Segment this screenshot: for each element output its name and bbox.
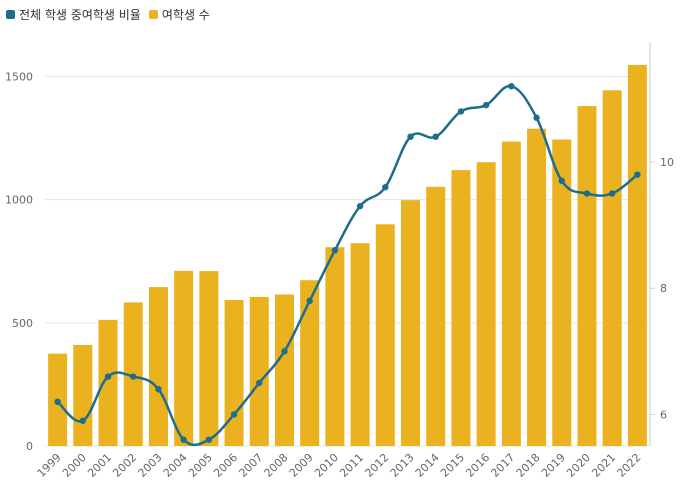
line-point	[508, 82, 515, 90]
bar	[98, 319, 118, 446]
line-point	[205, 436, 213, 443]
x-tick-label: 2020	[564, 451, 593, 480]
series-line	[56, 84, 639, 447]
bar	[375, 224, 395, 446]
x-tick-label: 2009	[287, 451, 316, 480]
bar	[426, 186, 446, 446]
x-tick-label: 2018	[514, 451, 543, 480]
y-right-tick-label: 8	[660, 282, 667, 295]
legend: 전체 학생 중여학생 비율 여학생 수	[6, 6, 218, 23]
bar	[451, 170, 471, 446]
line-point	[457, 108, 465, 115]
x-tick-label: 2006	[211, 451, 240, 480]
bar	[148, 287, 168, 446]
line-point	[608, 190, 616, 197]
legend-item-count[interactable]: 여학생 수	[148, 6, 210, 23]
x-tick-label: 1999	[35, 451, 64, 480]
legend-label-ratio: 전체 학생 중여학생 비율	[19, 8, 141, 22]
y-left-tick-label: 1000	[5, 194, 33, 207]
y-right-tick-label: 6	[660, 408, 667, 421]
line-point	[407, 133, 414, 140]
bar	[577, 106, 597, 447]
y-left-tick-label: 0	[26, 440, 33, 453]
x-tick-label: 2008	[262, 451, 291, 480]
line-point	[382, 183, 389, 191]
bar	[527, 128, 547, 446]
legend-label-count: 여학생 수	[161, 8, 210, 22]
x-tick-label: 2017	[488, 451, 517, 480]
x-tick-label: 2015	[438, 451, 467, 480]
legend-swatch-bar	[148, 10, 158, 19]
bar	[174, 270, 194, 446]
bar	[274, 294, 294, 446]
y-left-tick-label: 1500	[5, 70, 33, 83]
y-left-tick-label: 500	[12, 317, 33, 330]
x-tick-label: 2005	[186, 451, 215, 480]
line-point	[533, 114, 540, 121]
bar	[501, 141, 521, 446]
y-right-tick-label: 10	[660, 156, 674, 169]
x-tick-label: 2019	[539, 451, 568, 480]
bar	[199, 271, 219, 446]
line-point	[155, 385, 162, 393]
line-point	[634, 171, 641, 178]
bar	[476, 162, 496, 446]
x-tick-label: 2010	[312, 451, 341, 480]
legend-swatch-line	[6, 10, 15, 19]
x-tick-label: 2012	[362, 451, 391, 480]
line-point	[256, 379, 263, 387]
bar	[602, 90, 622, 446]
x-tick-label: 2011	[337, 451, 366, 480]
bar	[249, 296, 269, 446]
x-tick-label: 2002	[110, 451, 139, 480]
x-tick-label: 2001	[85, 451, 114, 480]
x-tick-label: 2004	[161, 451, 190, 480]
line-point	[482, 101, 490, 109]
bar	[350, 243, 370, 446]
line-point	[306, 297, 313, 305]
x-tick-label: 2021	[589, 451, 618, 480]
bar	[300, 280, 320, 446]
x-tick-label: 2016	[463, 451, 492, 480]
bar	[325, 247, 345, 446]
bar	[73, 345, 93, 446]
x-tick-label: 2022	[615, 451, 644, 480]
x-tick-label: 2013	[388, 451, 417, 480]
x-tick-label: 2007	[236, 451, 265, 480]
line-point	[54, 398, 61, 406]
x-tick-label: 2014	[413, 451, 442, 480]
bar	[401, 200, 421, 446]
x-tick-label: 2003	[136, 451, 165, 480]
legend-item-ratio[interactable]: 전체 학생 중여학생 비율	[6, 6, 141, 23]
bar	[627, 64, 647, 446]
line-point	[79, 417, 87, 424]
x-tick-label: 2000	[60, 451, 89, 480]
line-point	[558, 177, 565, 185]
line-point	[130, 373, 137, 380]
line-point	[583, 190, 591, 197]
bar	[552, 139, 572, 447]
line-point	[230, 411, 238, 418]
line-point	[104, 373, 112, 380]
line-point	[331, 247, 339, 254]
line-point	[356, 202, 364, 210]
line-point	[432, 133, 439, 140]
line-point	[281, 348, 288, 355]
line-point	[180, 436, 187, 443]
